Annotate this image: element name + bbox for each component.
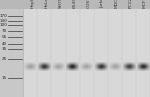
Bar <box>122 9 136 97</box>
Text: 6549: 6549 <box>73 0 76 8</box>
Text: MDCK: MDCK <box>115 0 119 8</box>
Bar <box>136 9 150 97</box>
Bar <box>37 9 51 97</box>
Text: HeLa: HeLa <box>44 0 48 8</box>
Text: 25: 25 <box>2 58 7 61</box>
Bar <box>66 9 80 97</box>
Text: MCF7: MCF7 <box>143 0 147 8</box>
Text: HepG2: HepG2 <box>30 0 34 8</box>
Text: Jurkat: Jurkat <box>101 0 105 8</box>
Text: 40: 40 <box>2 42 7 46</box>
Text: 35: 35 <box>2 47 7 51</box>
Bar <box>94 9 108 97</box>
Text: 55: 55 <box>2 35 7 39</box>
Text: PC12: PC12 <box>129 0 133 8</box>
Bar <box>23 9 37 97</box>
Bar <box>80 9 94 97</box>
Text: 100: 100 <box>0 23 7 27</box>
Bar <box>0 9 23 97</box>
Bar <box>108 9 122 97</box>
Text: 15: 15 <box>2 76 7 81</box>
Text: 170: 170 <box>0 14 7 18</box>
Text: 130: 130 <box>0 19 7 23</box>
Bar <box>51 9 66 97</box>
Text: SH70: SH70 <box>58 0 62 8</box>
Text: COS7: COS7 <box>87 0 91 8</box>
Text: 70: 70 <box>2 29 7 33</box>
